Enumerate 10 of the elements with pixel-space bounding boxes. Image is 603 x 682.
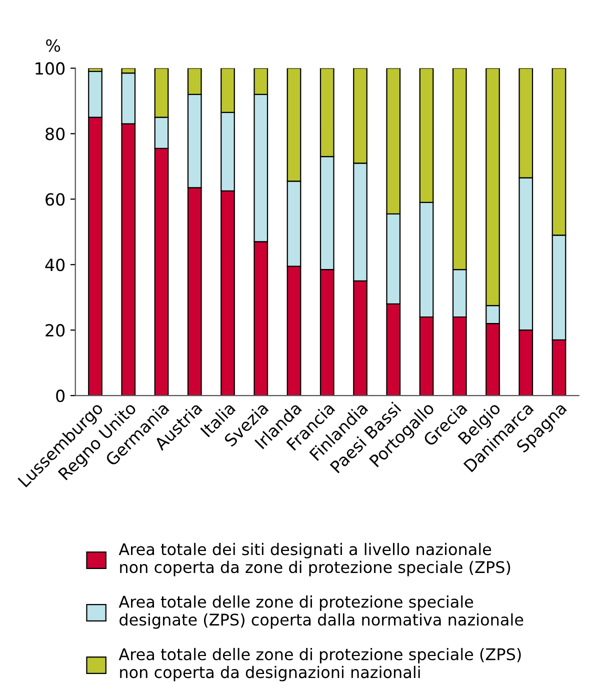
legend-label: Area totale dei siti designati a livello nazionale non coperta da zone di protezione speciale (ZPS) xyxy=(118,542,510,576)
y-tick-label: 100 xyxy=(36,62,65,75)
legend-label: Area totale delle zone di protezione speciale designate (ZPS) coperta dalla normativa nazionale xyxy=(118,595,524,629)
y-tick-label: 20 xyxy=(46,324,65,337)
y-tick-label: 80 xyxy=(46,128,65,140)
y-axis-title: % xyxy=(46,39,60,52)
y-tick-label: 60 xyxy=(46,193,65,206)
legend-label: Area totale delle zone di protezione speciale (ZPS) non coperta da designazioni nazionali xyxy=(118,648,521,682)
y-tick-label: 40 xyxy=(45,258,65,272)
y-tick-label: 0 xyxy=(56,390,65,402)
